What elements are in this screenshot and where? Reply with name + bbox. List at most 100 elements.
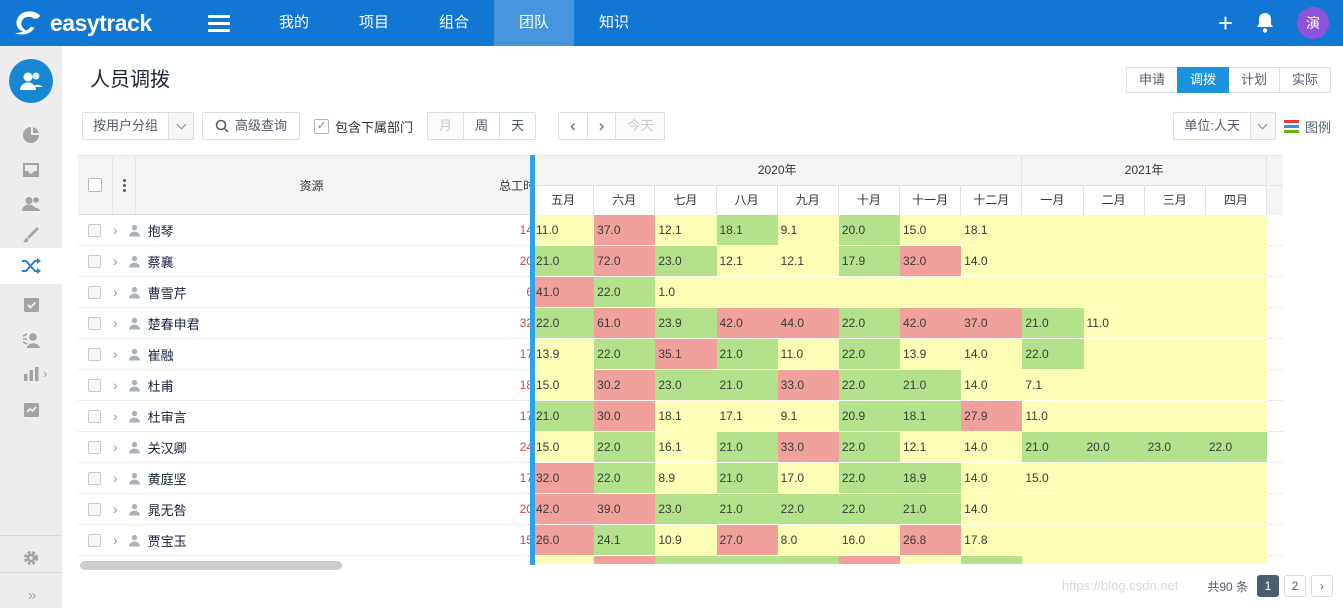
- expand-chevron-icon[interactable]: ›: [113, 376, 118, 393]
- allocation-cell[interactable]: [1144, 494, 1206, 525]
- select-all-checkbox[interactable]: [88, 178, 102, 192]
- nav-item-knowledge[interactable]: 知识: [598, 14, 629, 31]
- pie-chart-icon[interactable]: [0, 118, 62, 152]
- allocation-cell[interactable]: 22.0: [777, 494, 839, 525]
- notification-bell-icon[interactable]: [1255, 12, 1275, 34]
- allocation-cell[interactable]: 21.0: [533, 246, 595, 277]
- allocation-cell[interactable]: [1083, 339, 1145, 370]
- allocation-cell[interactable]: [1144, 370, 1206, 401]
- allocation-cell[interactable]: 22.0: [838, 432, 900, 463]
- allocation-cell[interactable]: [594, 556, 656, 565]
- hamburger-menu-icon[interactable]: [208, 14, 230, 32]
- allocation-cell[interactable]: 15.0: [1022, 463, 1084, 494]
- allocation-cell[interactable]: [1205, 494, 1267, 525]
- allocation-cell[interactable]: 8.9: [655, 463, 717, 494]
- allocation-cell[interactable]: 20.9: [838, 401, 900, 432]
- allocation-cell[interactable]: [1144, 339, 1206, 370]
- allocation-cell[interactable]: 16.1: [655, 432, 717, 463]
- allocation-cell[interactable]: [1205, 525, 1267, 556]
- allocation-cell[interactable]: 9.1: [777, 401, 839, 432]
- today-button[interactable]: 今天: [615, 112, 666, 140]
- allocation-cell[interactable]: 14.0: [961, 432, 1023, 463]
- expand-chevron-icon[interactable]: ›: [113, 469, 118, 486]
- allocation-cell[interactable]: [1083, 215, 1145, 246]
- allocation-cell[interactable]: [1205, 246, 1267, 277]
- allocation-cell[interactable]: 18.1: [900, 401, 962, 432]
- allocation-cell[interactable]: 21.0: [716, 339, 778, 370]
- allocation-cell[interactable]: 37.0: [961, 308, 1023, 339]
- allocation-cell[interactable]: 14.0: [961, 339, 1023, 370]
- add-icon[interactable]: +: [1217, 8, 1233, 38]
- allocation-cell[interactable]: [1144, 215, 1206, 246]
- allocation-cell[interactable]: 21.0: [1022, 432, 1084, 463]
- expand-chevron-icon[interactable]: ›: [113, 221, 118, 238]
- allocation-cell[interactable]: [838, 277, 900, 308]
- expand-chevron-icon[interactable]: ›: [113, 252, 118, 269]
- allocation-cell[interactable]: 72.0: [594, 246, 656, 277]
- allocation-cell[interactable]: 33.0: [777, 370, 839, 401]
- column-menu-icon[interactable]: [112, 156, 136, 214]
- row-checkbox[interactable]: [88, 378, 101, 392]
- team-avatar-icon[interactable]: [9, 59, 53, 103]
- allocation-cell[interactable]: 24.1: [594, 525, 656, 556]
- allocation-cell[interactable]: 1.0: [655, 277, 717, 308]
- legend-button[interactable]: 图例: [1283, 117, 1331, 136]
- allocation-cell[interactable]: 9.1: [777, 215, 839, 246]
- allocation-cell[interactable]: [1144, 246, 1206, 277]
- allocation-cell[interactable]: 23.0: [655, 494, 717, 525]
- allocation-cell[interactable]: [1083, 525, 1145, 556]
- allocation-cell[interactable]: [1022, 494, 1084, 525]
- allocation-cell[interactable]: 23.0: [655, 246, 717, 277]
- expand-chevron-icon[interactable]: ›: [113, 283, 118, 300]
- allocation-cell[interactable]: 11.0: [1083, 308, 1145, 339]
- user-announce-icon[interactable]: [0, 322, 62, 356]
- allocation-cell[interactable]: 23.0: [655, 370, 717, 401]
- allocation-cell[interactable]: 7.1: [1022, 370, 1084, 401]
- allocation-cell[interactable]: 27.9: [961, 401, 1023, 432]
- allocation-cell[interactable]: 18.9: [900, 463, 962, 494]
- allocation-cell[interactable]: 14.0: [961, 246, 1023, 277]
- allocation-cell[interactable]: 15.0: [900, 215, 962, 246]
- allocation-cell[interactable]: 33.0: [777, 432, 839, 463]
- allocation-cell[interactable]: 11.0: [777, 339, 839, 370]
- allocation-cell[interactable]: 12.1: [655, 215, 717, 246]
- allocation-cell[interactable]: [1083, 401, 1145, 432]
- allocation-cell[interactable]: [1205, 277, 1267, 308]
- allocation-cell[interactable]: 22.0: [594, 432, 656, 463]
- allocation-cell[interactable]: 23.0: [1144, 432, 1206, 463]
- row-checkbox[interactable]: [88, 409, 101, 423]
- allocation-cell[interactable]: 14.0: [961, 463, 1023, 494]
- allocation-cell[interactable]: [1144, 401, 1206, 432]
- next-page-button[interactable]: ›: [1311, 575, 1333, 597]
- prev-period-button[interactable]: ‹: [558, 112, 588, 140]
- allocation-cell[interactable]: [1022, 246, 1084, 277]
- allocation-cell[interactable]: 12.1: [716, 246, 778, 277]
- allocation-cell[interactable]: [1144, 525, 1206, 556]
- allocation-cell[interactable]: 22.0: [594, 339, 656, 370]
- allocation-cell[interactable]: 22.0: [1205, 432, 1267, 463]
- allocation-cell[interactable]: [1022, 556, 1084, 565]
- allocation-cell[interactable]: [777, 277, 839, 308]
- allocation-cell[interactable]: [533, 556, 595, 565]
- allocation-cell[interactable]: 14.0: [961, 494, 1023, 525]
- allocation-cell[interactable]: 23.9: [655, 308, 717, 339]
- allocation-cell[interactable]: 14.0: [961, 370, 1023, 401]
- users-icon[interactable]: [0, 187, 62, 221]
- tab-apply[interactable]: 申请: [1125, 67, 1178, 93]
- allocation-cell[interactable]: 42.0: [716, 308, 778, 339]
- allocation-cell[interactable]: [1083, 556, 1145, 565]
- allocation-cell[interactable]: [1083, 370, 1145, 401]
- allocation-cell[interactable]: 32.0: [900, 246, 962, 277]
- unit-select[interactable]: 单位:人天: [1173, 112, 1276, 140]
- allocation-cell[interactable]: 16.0: [838, 525, 900, 556]
- inbox-icon[interactable]: [0, 153, 62, 187]
- allocation-cell[interactable]: 20.0: [1083, 432, 1145, 463]
- allocation-cell[interactable]: 21.0: [533, 401, 595, 432]
- expand-chevron-icon[interactable]: ›: [113, 314, 118, 331]
- allocation-cell[interactable]: [1205, 401, 1267, 432]
- allocation-cell[interactable]: 8.0: [777, 525, 839, 556]
- allocation-cell[interactable]: 21.0: [900, 494, 962, 525]
- allocation-cell[interactable]: 22.0: [838, 494, 900, 525]
- tab-plan[interactable]: 计划: [1227, 67, 1280, 93]
- row-checkbox[interactable]: [88, 347, 101, 361]
